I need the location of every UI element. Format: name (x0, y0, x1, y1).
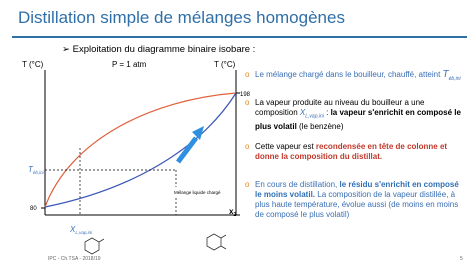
text: Cette vapeur est (255, 142, 316, 151)
text: La composition de la vapeur distillée, à… (255, 190, 459, 219)
nitrile-icon (206, 233, 227, 251)
subtitle: ➢ Exploitation du diagramme binaire isob… (62, 44, 256, 55)
x-axis-label: x2 (229, 207, 236, 218)
tick-high: 198 (240, 92, 251, 98)
text: (le benzène) (296, 121, 344, 131)
text: Le mélange chargé dans le bouilleur, cha… (255, 70, 443, 79)
x-label-main: X (69, 225, 76, 234)
bullet: o La vapeur produite au niveau du bouille… (245, 98, 461, 131)
title-rule (12, 36, 467, 38)
text: : (323, 108, 331, 117)
footer: IPC - Ch.TSA - 2018/19 (48, 256, 101, 262)
x-label: XL,vap,ini (69, 225, 93, 235)
text-bold: le résidu s'enrichit en composé le moins… (255, 180, 459, 199)
t-label: Téb,ini (28, 165, 45, 175)
pressure: P = 1 atm (112, 60, 147, 69)
title: Distillation simple de mélanges homogène… (18, 8, 345, 27)
arrow-head (192, 126, 204, 140)
annotation: Mélange liquide chargé (174, 190, 221, 195)
text-bold: la vapeur s'enrichit en composé le plus … (255, 108, 461, 131)
text-bold: recondensée en tête de colonne et donne … (255, 142, 448, 161)
right-axis-label: T (°C) (214, 60, 236, 69)
x-sub: L,vap,ini (305, 113, 324, 120)
left-axis-label: T (°C) (22, 60, 44, 69)
tick-low: 80 (30, 206, 37, 212)
liquid-curve (44, 92, 237, 208)
page-number: 5 (460, 256, 463, 262)
arrow-body (176, 136, 198, 164)
x-sub: 2 (233, 212, 236, 218)
subtitle-text: Exploitation du diagramme binaire isobar… (72, 44, 256, 55)
text: En cours de distillation, (255, 180, 340, 189)
x: X (299, 108, 306, 117)
bullet: o Cette vapeur est recondensée en tête de… (245, 142, 448, 161)
vapor-curve (44, 92, 237, 208)
t-main: T (28, 165, 34, 174)
benzene-icon (84, 237, 105, 255)
x-label-sub: L,vap,ini (75, 230, 93, 235)
text: La vapeur produite au niveau du bouilleu… (255, 98, 425, 117)
bullet: o Le mélange chargé dans le bouilleur, ch… (245, 69, 461, 83)
x-main: x (229, 207, 234, 216)
t-sub: éb,ini (33, 170, 45, 175)
t: T (442, 69, 449, 80)
annotation-bg (172, 187, 216, 197)
bullet: o En cours de distillation, le résidu s'e… (245, 180, 459, 219)
t-sub: éb,ini (448, 76, 461, 82)
